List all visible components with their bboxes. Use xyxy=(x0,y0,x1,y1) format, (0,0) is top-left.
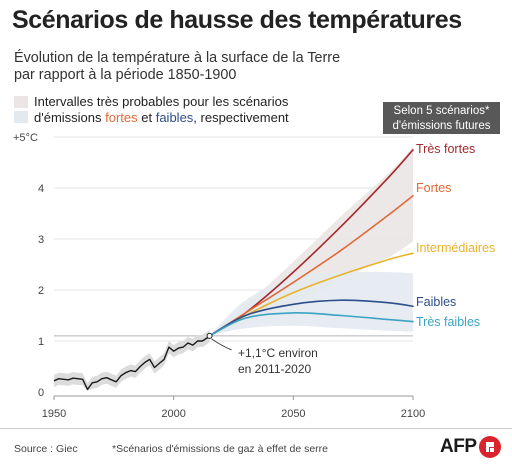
series-line-faibles xyxy=(208,299,414,337)
chart-title: Scénarios de hausse des températures xyxy=(12,6,462,34)
footnote-text: *Scénarios d'émissions de gaz à effet de… xyxy=(112,443,329,455)
band-high-emissions xyxy=(209,147,413,336)
legend-line-1: Intervalles très probables pour les scén… xyxy=(34,94,289,109)
annotation-line-1: +1,1°C environ xyxy=(238,346,318,360)
band-low-emissions xyxy=(209,271,413,336)
series-label-fortes: Fortes xyxy=(416,181,451,195)
legend-swatch-low-emissions xyxy=(14,111,28,123)
y-tick-label-5: +5°C xyxy=(13,132,38,144)
annotation-leader xyxy=(211,338,232,351)
label-layer: Très fortes Fortes Intermédiaires Faibles Tr… xyxy=(416,142,495,329)
legend-text-before: d'émissions xyxy=(34,109,106,125)
y-tick-label-1: 1 xyxy=(38,336,44,348)
chart-subtitle: Évolution de la température à la surface… xyxy=(14,50,341,83)
legend-text-after: , respectivement xyxy=(193,109,289,125)
series-line-fortes xyxy=(208,194,414,337)
x-tick-label-2050: 2050 xyxy=(281,408,305,420)
x-tick-label-2100: 2100 xyxy=(401,408,425,420)
axis-layer: 0 1 2 3 4 +5°C 1950 2000 2050 2100 xyxy=(13,132,425,420)
legend-text-and: et xyxy=(137,109,156,125)
y-tick-label-3: 3 xyxy=(38,234,44,246)
historical-line xyxy=(53,335,211,391)
afp-logo: AFP xyxy=(440,435,501,459)
x-tick-label-2000: 2000 xyxy=(161,408,185,420)
series-line-tres-faibles xyxy=(208,312,414,337)
scenario-badge: Selon 5 scénarios* d'émissions futures xyxy=(383,102,500,134)
series-layer xyxy=(208,149,414,337)
legend-word-fortes: fortes xyxy=(105,109,138,125)
y-tick-label-0: 0 xyxy=(38,387,44,399)
legend-word-faibles: faibles xyxy=(155,109,194,125)
legend-text: Intervalles très probables pour les scén… xyxy=(34,94,289,125)
afp-logo-icon xyxy=(478,436,501,458)
y-tick-label-2: 2 xyxy=(38,285,44,297)
x-tick-label-1950: 1950 xyxy=(42,408,66,420)
series-label-faibles: Faibles xyxy=(416,295,456,309)
afp-logo-text: AFP xyxy=(440,436,477,457)
band-layer xyxy=(209,147,413,336)
legend-line-2: d'émissions fortes et faibles, respectiv… xyxy=(34,110,289,126)
historical-band xyxy=(54,329,210,391)
legend-swatches xyxy=(14,96,28,125)
historical-layer xyxy=(53,329,211,391)
scenario-badge-line-1: Selon 5 scénarios* xyxy=(393,105,490,117)
annotation-layer: +1,1°C environ en 2011-2020 xyxy=(206,332,318,376)
legend-swatch-high-emissions xyxy=(14,96,28,108)
annotation-point xyxy=(206,332,213,339)
series-label-tres-fortes: Très fortes xyxy=(416,142,475,156)
annotation-line-2: en 2011-2020 xyxy=(238,362,312,376)
source-text: Source : Giec xyxy=(14,443,78,455)
scenario-badge-line-2: d'émissions futures xyxy=(392,119,491,132)
temperature-chart: 0 1 2 3 4 +5°C 1950 2000 2050 2100 Très fortes For… xyxy=(13,132,495,420)
footer-divider xyxy=(0,428,512,429)
y-tick-label-4: 4 xyxy=(38,183,44,195)
series-label-tres-faibles: Très faibles xyxy=(416,315,480,329)
series-label-intermediaires: Intermédiaires xyxy=(416,241,495,255)
